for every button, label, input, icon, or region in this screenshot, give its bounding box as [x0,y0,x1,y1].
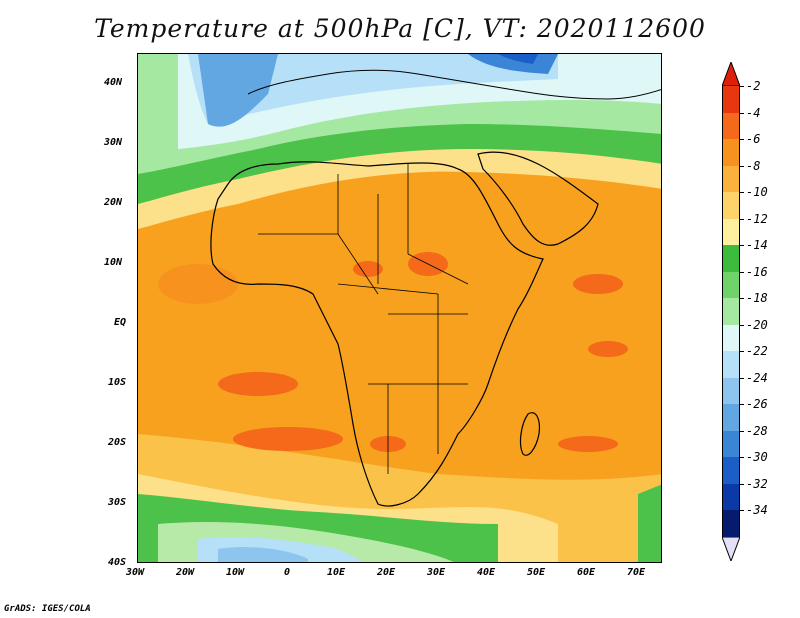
border-lines [258,164,469,474]
colorbar-tick [739,483,744,485]
colorbar-tick [739,165,744,167]
lon-tick-40e: 40E [477,567,496,578]
colorbar-segment [722,245,740,272]
lon-tick-0: 0 [284,567,291,578]
lon-tick-50e: 50E [527,567,546,578]
colorbar-label: -32 [746,476,768,491]
colorbar-label: -26 [746,397,768,411]
map-panel [137,53,662,563]
lon-tick-20e: 20E [377,567,396,578]
colorbar-tick [739,324,744,326]
lat-tick-20s: 20S [108,437,127,448]
colorbar-segment [722,86,740,113]
lon-tick-70e: 70E [627,567,646,578]
colorbar-segment [722,510,740,537]
colorbar-segment [722,192,740,219]
colorbar-arrow-bottom [722,536,740,561]
colorbar-label: -20 [746,317,768,332]
lat-tick-40n: 40N [104,77,123,88]
colorbar-segment [722,457,740,484]
colorbar-label: -30 [746,450,768,464]
lon-tick-30w: 30W [126,567,145,578]
colorbar-tick [739,271,744,273]
lat-tick-40s: 40S [108,557,127,568]
colorbar-tick [739,404,744,405]
colorbar-segment [722,165,740,192]
colorbar-tick [739,245,744,246]
lat-tick-eq: EQ [114,317,127,328]
lon-tick-30e: 30E [427,567,446,578]
colorbar-segment [722,112,740,139]
colorbar-tick [739,510,744,511]
colorbar-tick [739,457,744,458]
colorbar-tick [739,86,744,87]
lon-tick-60e: 60E [577,567,596,578]
colorbar-label: -2 [746,79,761,93]
colorbar-tick [739,112,744,114]
colorbar-label: -12 [746,211,768,226]
colorbar-label: -16 [746,264,768,279]
lat-tick-10s: 10S [108,377,127,388]
colorbar-segment [722,351,740,378]
colorbar-tick [739,351,744,352]
lon-tick-10e: 10E [327,567,346,578]
lon-tick-10w: 10W [226,567,245,578]
arabia-coastline [477,151,599,246]
europe-coastline [247,69,661,100]
lat-tick-10n: 10N [104,257,123,268]
colorbar-tick [739,430,744,432]
colorbar-tick [739,377,744,379]
lat-tick-30s: 30S [108,497,127,508]
colorbar-arrow-top [722,62,740,86]
colorbar-segment [722,298,740,325]
colorbar-tick [739,218,744,220]
colorbar-segment [722,218,740,245]
colorbar-segment [722,271,740,298]
colorbar-tick [739,139,744,140]
colorbar-label: -22 [746,344,768,358]
colorbar-segment [722,377,740,404]
colorbar-label: -6 [746,132,761,146]
colorbar-label: -34 [746,503,768,517]
colorbar-tick [739,298,744,299]
colorbar-segment [722,430,740,457]
colorbar-label: -24 [746,370,768,385]
colorbar-label: -14 [746,238,768,252]
colorbar-segment [722,483,740,510]
africa-coastline [210,161,544,507]
lat-tick-30n: 30N [104,137,123,148]
colorbar-tick [739,192,744,193]
map-title: Temperature at 500hPa [C], VT: 202011260… [94,14,706,43]
lon-tick-20w: 20W [176,567,195,578]
lat-tick-20n: 20N [104,197,123,208]
colorbar-label: -4 [746,105,761,120]
grads-credit: GrADS: IGES/COLA [4,604,91,614]
colorbar-segment [722,139,740,166]
colorbar-segment [722,404,740,431]
temperature-field [138,54,661,562]
colorbar-label: -28 [746,423,768,438]
colorbar-segment [722,324,740,351]
madagascar-coastline [519,412,541,456]
colorbar-label: -8 [746,158,761,173]
colorbar-label: -10 [746,185,768,199]
colorbar-label: -18 [746,291,768,305]
